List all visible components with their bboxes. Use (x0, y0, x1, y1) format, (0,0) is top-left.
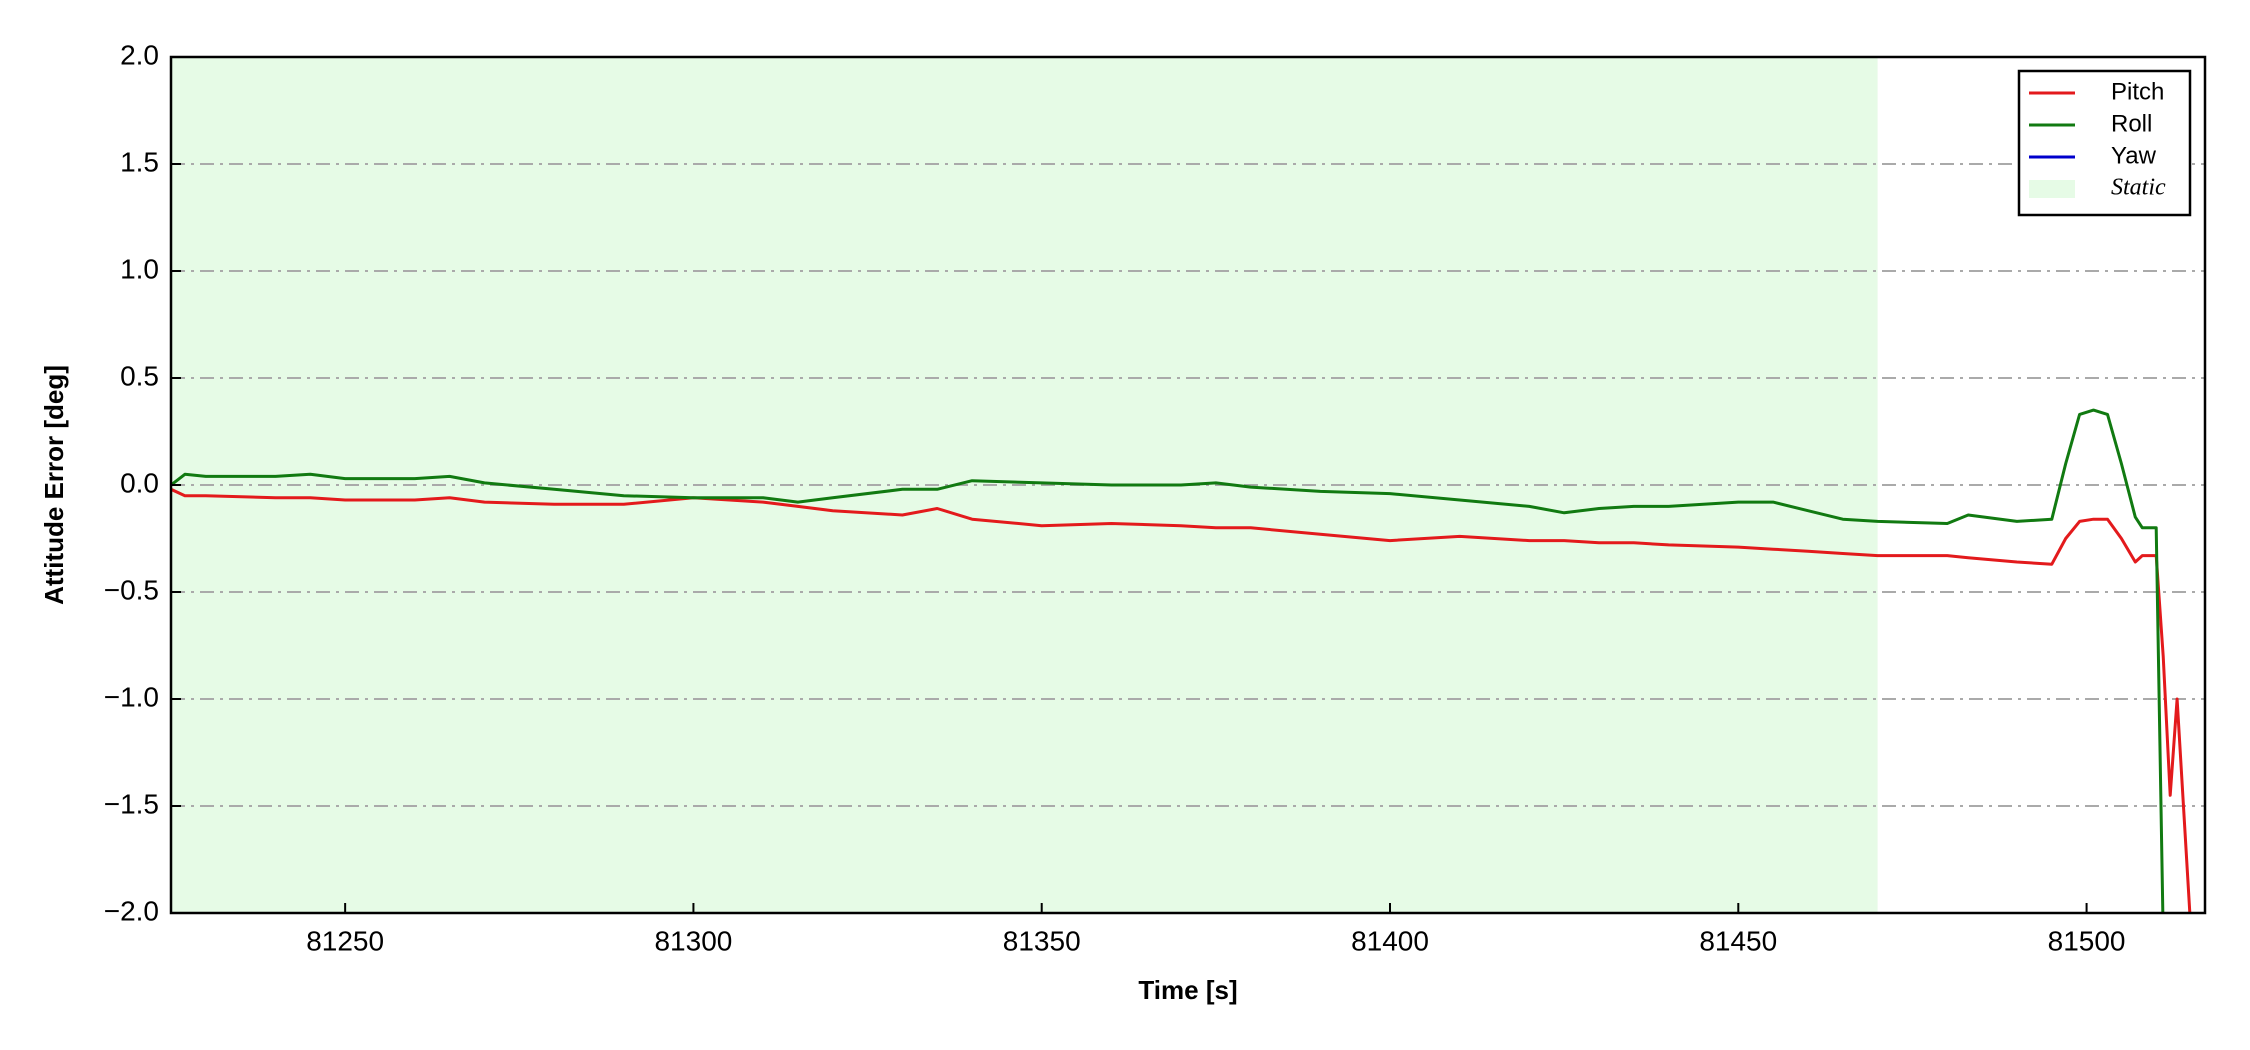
legend-label: Roll (2111, 110, 2152, 137)
plot-frame (169, 55, 2207, 915)
y-tick-label: 2.0 (120, 39, 159, 70)
legend-label: Static (2111, 175, 2166, 201)
x-tick-label: 81350 (1003, 925, 1081, 956)
legend-swatch (2029, 180, 2075, 198)
x-tick-label: 81300 (654, 925, 732, 956)
x-tick-label: 81500 (2048, 925, 2126, 956)
series-line (171, 408, 2165, 913)
series-line (171, 487, 2192, 913)
y-tick-label: −1.0 (104, 681, 159, 712)
y-tick-label: 1.0 (120, 253, 159, 284)
x-tick-label: 81250 (306, 925, 384, 956)
y-tick-label: −0.5 (104, 574, 159, 605)
legend-label: Pitch (2111, 78, 2164, 105)
y-tick-label: −2.0 (104, 895, 159, 926)
x-tick-label: 81450 (1699, 925, 1777, 956)
y-axis-label: Attitude Error [deg] (39, 365, 69, 605)
x-tick-label: 81400 (1351, 925, 1429, 956)
y-tick-label: 1.5 (120, 146, 159, 177)
y-tick-label: −1.5 (104, 788, 159, 819)
legend-label: Yaw (2111, 142, 2157, 169)
y-tick-label: 0.5 (120, 360, 159, 391)
x-axis-label: Time [s] (1138, 975, 1237, 1005)
y-tick-label: 0.0 (120, 467, 159, 498)
